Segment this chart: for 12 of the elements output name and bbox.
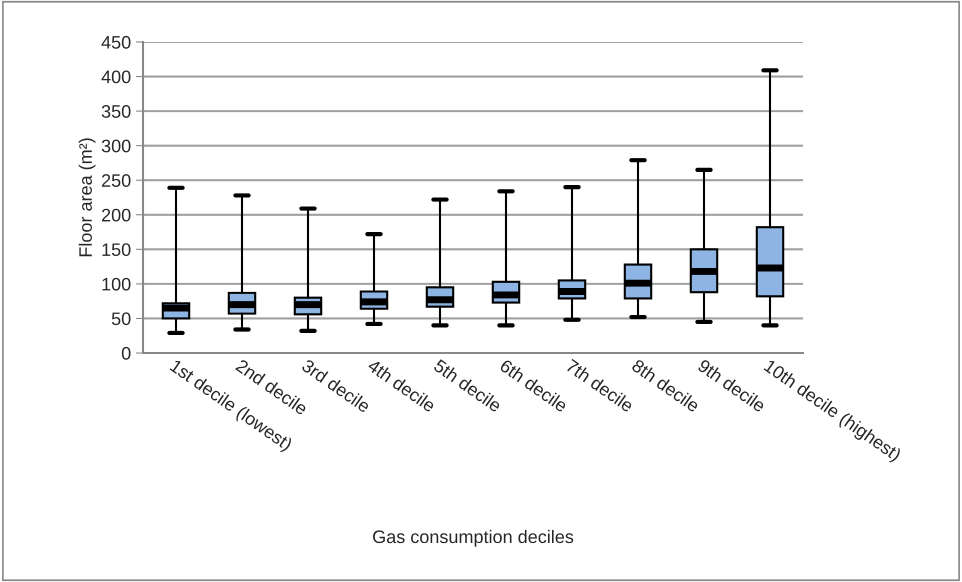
y-tick-label: 300 [102,140,130,152]
y-tick-label: 450 [101,36,130,49]
y-tick-label: 350 [102,105,130,118]
y-axis-title: Floor area (m²) [78,138,96,256]
y-tick-label: 250 [102,174,130,187]
x-axis-title: Gas consumption deciles [373,530,574,547]
y-tick-label: 100 [102,278,130,291]
y-tick-label: 150 [102,243,130,256]
y-tick-label: 200 [102,208,130,222]
y-tick-label: 50 [112,312,130,326]
y-tick-label: 0 [122,346,130,360]
y-tick-label: 400 [101,70,130,84]
